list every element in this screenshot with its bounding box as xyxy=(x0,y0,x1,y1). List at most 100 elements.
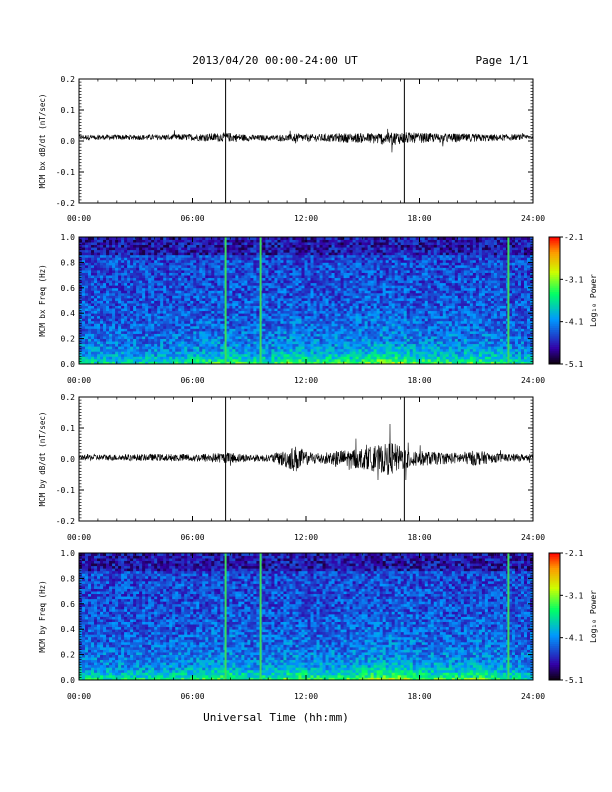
spectrogram-cell xyxy=(280,330,284,334)
spectrogram-cell xyxy=(190,252,194,256)
spectrogram-cell xyxy=(358,343,363,347)
spectrogram-cell xyxy=(103,358,107,362)
spectrogram-cell xyxy=(151,287,155,291)
spectrogram-cell xyxy=(145,280,149,284)
spectrogram-cell xyxy=(106,305,110,309)
spectrogram-cell xyxy=(106,351,110,355)
spectrogram-cell xyxy=(226,343,230,347)
spectrogram-cell xyxy=(193,336,197,339)
spectrogram-cell xyxy=(235,318,239,322)
spectrogram-cell xyxy=(328,343,332,347)
spectrogram-cell xyxy=(316,242,320,246)
spectrogram-cell xyxy=(151,272,155,276)
spectrogram-cell xyxy=(112,295,116,299)
spectrogram-cell xyxy=(358,277,363,281)
spectrogram-cell xyxy=(79,275,83,279)
spectrogram-cell xyxy=(271,338,275,342)
spectrogram-cell xyxy=(250,297,254,301)
spectrogram-cell xyxy=(94,300,98,304)
spectrogram-cell xyxy=(298,297,302,301)
spectrogram-cell xyxy=(151,310,155,314)
spectrogram-cell xyxy=(328,358,332,362)
spectrogram-cell xyxy=(103,292,107,296)
spectrogram-cell xyxy=(106,259,110,263)
spectrogram-cell xyxy=(115,353,119,357)
spectrogram-cell xyxy=(214,315,218,319)
spectrogram-cell xyxy=(115,264,119,268)
spectrogram-cell xyxy=(151,305,155,309)
spectrogram-cell xyxy=(280,257,284,261)
spectrogram-cell xyxy=(88,361,92,365)
spectrogram-cell xyxy=(316,330,320,334)
spectrogram-cell xyxy=(208,305,212,309)
spectrogram-cell xyxy=(283,275,287,279)
spectrogram-cell xyxy=(325,315,329,319)
spectrogram-cell xyxy=(166,264,170,268)
spectrogram-cell xyxy=(355,244,360,248)
spectrogram-cell xyxy=(262,292,266,296)
spectrogram-cell xyxy=(133,323,137,327)
spectrogram-cell xyxy=(160,351,164,355)
spectrogram-cell xyxy=(253,239,257,243)
spectrogram-cell xyxy=(127,361,131,365)
spectrogram-cell xyxy=(361,272,366,276)
spectrogram-cell xyxy=(277,252,281,256)
spectrogram-cell xyxy=(229,358,233,362)
spectrogram-cell xyxy=(328,282,332,286)
spectrogram-cell xyxy=(361,275,366,279)
spectrogram-cell xyxy=(172,323,176,327)
spectrogram-cell xyxy=(268,254,272,258)
spectrogram-cell xyxy=(292,295,296,299)
spectrogram-cell xyxy=(190,310,194,314)
spectrogram-cell xyxy=(301,348,305,352)
spectrogram-cell xyxy=(208,277,212,281)
spectrogram-cell xyxy=(217,333,221,337)
spectrogram-cell xyxy=(337,338,341,342)
spectrogram-cell xyxy=(94,237,98,240)
spectrogram-cell xyxy=(310,308,314,312)
spectrogram-cell xyxy=(148,348,152,352)
spectrogram-cell xyxy=(106,325,110,329)
spectrogram-cell xyxy=(319,239,323,243)
spectrogram-cell xyxy=(139,237,143,240)
spectrogram-cell xyxy=(355,338,360,342)
spectrogram-cell xyxy=(310,318,314,322)
spectrogram-cell xyxy=(106,300,110,304)
spectrogram-cell xyxy=(199,290,203,294)
spectrogram-cell xyxy=(199,280,203,284)
spectrogram-cell xyxy=(334,305,338,309)
spectrogram-cell xyxy=(142,295,146,299)
spectrogram-cell xyxy=(91,257,95,261)
spectrogram-cell xyxy=(199,315,203,319)
spectrogram-cell xyxy=(235,244,239,248)
spectrogram-cell xyxy=(214,353,218,357)
spectrogram-cell xyxy=(82,303,86,306)
spectrogram-cell xyxy=(277,272,281,276)
spectrogram-cell xyxy=(235,252,239,256)
spectrogram-cell xyxy=(358,351,363,355)
spectrogram-cell xyxy=(361,259,366,263)
spectrogram-cell xyxy=(157,264,161,268)
spectrogram-cell xyxy=(94,257,98,261)
spectrogram-cell xyxy=(364,259,369,263)
spectrogram-cell xyxy=(361,295,366,299)
spectrogram-cell xyxy=(121,361,125,365)
spectrogram-cell xyxy=(310,328,314,332)
spectrogram-cell xyxy=(337,272,341,276)
spectrogram-cell xyxy=(322,343,326,347)
spectrogram-cell xyxy=(241,346,245,350)
spectrogram-cell xyxy=(328,328,332,332)
spectrogram-cell xyxy=(208,338,212,342)
spectrogram-cell xyxy=(343,310,347,314)
spectrogram-cell xyxy=(358,280,363,284)
spectrogram-cell xyxy=(100,356,104,360)
spectrogram-cell xyxy=(157,343,161,347)
spectrogram-cell xyxy=(142,330,146,334)
spectrogram-cell xyxy=(148,237,152,240)
spectrogram-cell xyxy=(292,285,296,289)
spectrogram-cell xyxy=(100,333,104,337)
spectrogram-cell xyxy=(91,338,95,342)
spectrogram-cell xyxy=(241,237,245,240)
spectrogram-cell xyxy=(304,292,308,296)
spectrogram-cell xyxy=(166,333,170,337)
